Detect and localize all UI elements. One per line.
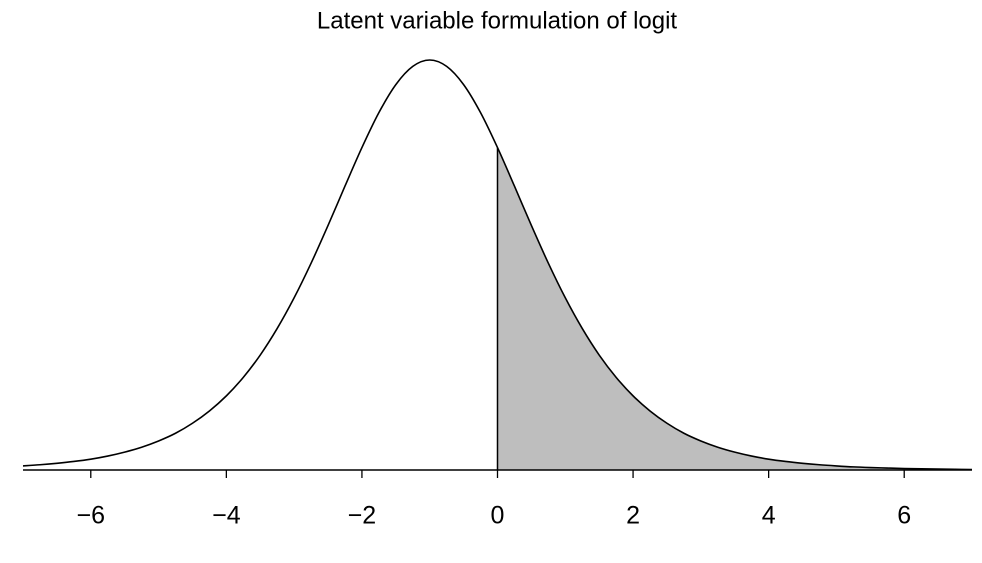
x-tick-label: 4 [762,502,776,530]
x-tick-label: −6 [77,502,106,530]
shaded-area [497,147,972,471]
x-tick-label: 6 [897,502,911,530]
x-tick-label: 0 [491,502,505,530]
x-tick-label: 2 [626,502,640,530]
density-curve [22,59,973,471]
x-tick-label: −4 [212,502,241,530]
chart-title: Latent variable formulation of logit [317,7,678,34]
x-tick-label: −2 [348,502,377,530]
